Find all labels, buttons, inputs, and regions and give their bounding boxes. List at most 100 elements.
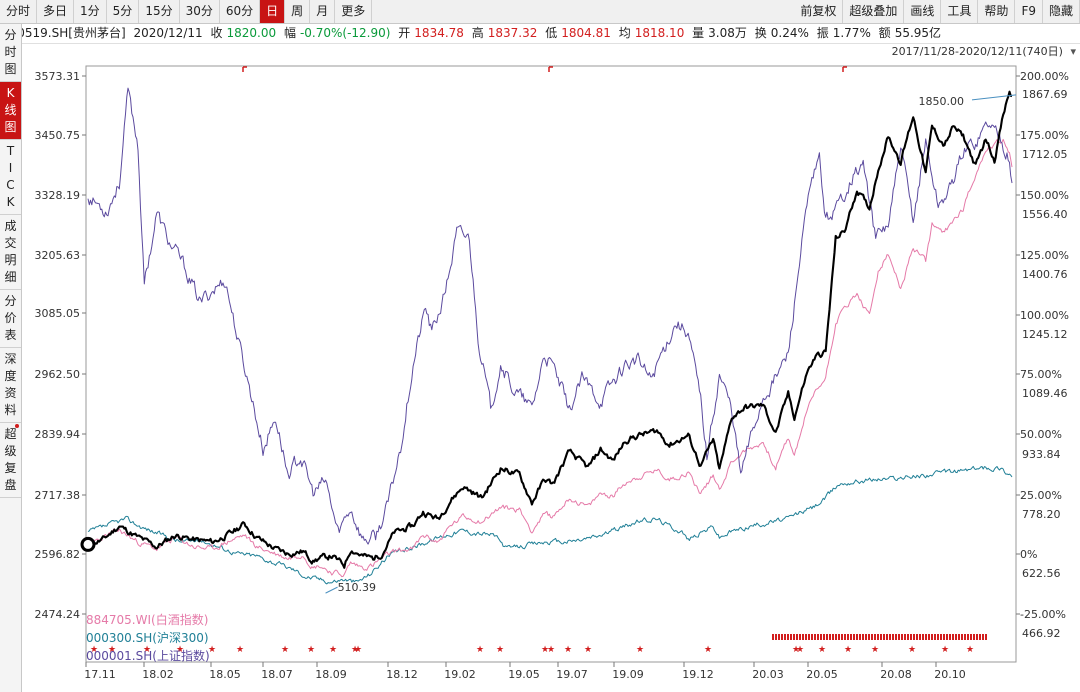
left-axis-label: 3573.31 bbox=[35, 70, 81, 83]
period-tab-9[interactable]: 月 bbox=[310, 0, 336, 23]
period-tab-4[interactable]: 15分 bbox=[139, 0, 180, 23]
period-tab-2[interactable]: 1分 bbox=[74, 0, 107, 23]
period-tabs: 分时 多日 1分 5分 15分 30分 60分日周月更多 bbox=[0, 0, 373, 23]
event-tick-mark bbox=[847, 634, 849, 640]
event-tick-mark bbox=[835, 634, 837, 640]
low-value: 1804.81 bbox=[561, 26, 611, 40]
event-star-icon: ★ bbox=[236, 645, 244, 655]
period-tab-8[interactable]: 周 bbox=[285, 0, 311, 23]
amplitude-label: 振 bbox=[816, 26, 829, 40]
open-value: 1834.78 bbox=[414, 26, 464, 40]
event-tick-mark bbox=[817, 634, 819, 640]
x-axis-label: 18.05 bbox=[209, 668, 241, 681]
event-star-icon: ★ bbox=[108, 645, 116, 655]
event-star-icon: ★ bbox=[541, 645, 549, 655]
event-tick-mark bbox=[970, 634, 972, 640]
tool-button-1[interactable]: 超级叠加 bbox=[843, 0, 905, 23]
event-tick-mark bbox=[907, 634, 909, 640]
event-tick-mark bbox=[976, 634, 978, 640]
event-tick-mark bbox=[814, 634, 816, 640]
period-tab-10[interactable]: 更多 bbox=[335, 0, 373, 23]
right-axis-price-label: 622.56 bbox=[1022, 567, 1061, 580]
sidebar-tab-6[interactable]: 超级复盘 bbox=[0, 423, 21, 498]
volume-value: 3.08万 bbox=[708, 26, 747, 40]
event-tick-mark bbox=[838, 634, 840, 640]
event-tick-mark bbox=[958, 634, 960, 640]
event-star-icon: ★ bbox=[176, 645, 184, 655]
event-star-icon: ★ bbox=[351, 645, 359, 655]
period-tab-5[interactable]: 30分 bbox=[180, 0, 220, 23]
tool-button-6[interactable]: 隐藏 bbox=[1043, 0, 1080, 23]
event-tick-mark bbox=[844, 634, 846, 640]
right-axis-pct-label: 25.00% bbox=[1020, 489, 1062, 502]
event-tick-mark bbox=[913, 634, 915, 640]
event-star-icon: ★ bbox=[476, 645, 484, 655]
sidebar-tab-label: 超级复盘 bbox=[4, 427, 17, 492]
event-star-icon: ★ bbox=[208, 645, 216, 655]
start-point-marker bbox=[80, 536, 96, 552]
right-axis-pct-label: 150.00% bbox=[1020, 189, 1069, 202]
sidebar-tab-label: 成交明细 bbox=[4, 219, 17, 284]
period-tab-0[interactable]: 分时 bbox=[0, 0, 38, 23]
event-tick-mark bbox=[883, 634, 885, 640]
event-star-icon: ★ bbox=[547, 645, 555, 655]
tool-button-2[interactable]: 画线 bbox=[904, 0, 942, 23]
event-tick-mark bbox=[826, 634, 828, 640]
event-tick-mark bbox=[841, 634, 843, 640]
event-tick-mark bbox=[799, 634, 801, 640]
left-axis-label: 2839.94 bbox=[35, 428, 81, 441]
x-axis-label: 17.11 bbox=[84, 668, 116, 681]
period-tab-7[interactable]: 日 bbox=[260, 0, 286, 23]
x-axis-label: 18.07 bbox=[261, 668, 293, 681]
period-tab-3[interactable]: 5分 bbox=[107, 0, 140, 23]
event-tick-mark bbox=[880, 634, 882, 640]
event-tick-mark bbox=[868, 634, 870, 640]
right-axis-price-label: 778.20 bbox=[1022, 508, 1061, 521]
turnover-value: 0.24% bbox=[770, 26, 809, 40]
right-axis-price-label: 466.92 bbox=[1022, 627, 1061, 640]
event-tick-mark bbox=[979, 634, 981, 640]
event-tick-mark bbox=[901, 634, 903, 640]
event-star-icon: ★ bbox=[636, 645, 644, 655]
event-tick-mark bbox=[829, 634, 831, 640]
legend-entry: 000300.SH(沪深300) bbox=[86, 631, 209, 645]
period-tab-1[interactable]: 多日 bbox=[37, 0, 75, 23]
stock-code: 600519.SH[贵州茅台] bbox=[2, 26, 126, 40]
sidebar-tab-3[interactable]: 成交明细 bbox=[0, 215, 21, 290]
event-tick-mark bbox=[862, 634, 864, 640]
tool-button-3[interactable]: 工具 bbox=[941, 0, 979, 23]
sidebar-tab-0[interactable]: 分时图 bbox=[0, 24, 21, 82]
range-dropdown-icon[interactable]: ▾ bbox=[1070, 45, 1076, 58]
date-range-selector[interactable]: 2017/11/28-2020/12/11(740日) ▾ bbox=[892, 44, 1076, 60]
event-tick-mark bbox=[889, 634, 891, 640]
annotation-leader-high bbox=[971, 94, 1017, 101]
left-axis-label: 3085.05 bbox=[35, 307, 81, 320]
event-tick-mark bbox=[931, 634, 933, 640]
right-axis-price-label: 1089.46 bbox=[1022, 387, 1068, 400]
series-line-000001-sh bbox=[87, 87, 1013, 545]
event-tick-mark bbox=[865, 634, 867, 640]
event-star-icon: ★ bbox=[354, 645, 362, 655]
event-tick-mark bbox=[895, 634, 897, 640]
amplitude-value: 1.77% bbox=[832, 26, 871, 40]
tool-button-5[interactable]: F9 bbox=[1015, 0, 1043, 23]
right-axis-pct-label: 175.00% bbox=[1020, 129, 1069, 142]
right-axis-pct-label: 75.00% bbox=[1020, 368, 1062, 381]
event-tick-mark bbox=[961, 634, 963, 640]
event-star-icon: ★ bbox=[564, 645, 572, 655]
x-axis-label: 19.07 bbox=[556, 668, 588, 681]
sidebar-tab-4[interactable]: 分价表 bbox=[0, 290, 21, 348]
avg-label: 均 bbox=[618, 26, 631, 40]
right-axis-pct-label: 100.00% bbox=[1020, 309, 1069, 322]
tool-button-4[interactable]: 帮助 bbox=[978, 0, 1016, 23]
tool-button-0[interactable]: 前复权 bbox=[794, 0, 844, 23]
period-tab-6[interactable]: 60分 bbox=[220, 0, 261, 23]
sidebar-tab-5[interactable]: 深度资料 bbox=[0, 348, 21, 423]
event-tick-mark bbox=[820, 634, 822, 640]
event-tick-mark bbox=[859, 634, 861, 640]
event-tick-mark bbox=[853, 634, 855, 640]
